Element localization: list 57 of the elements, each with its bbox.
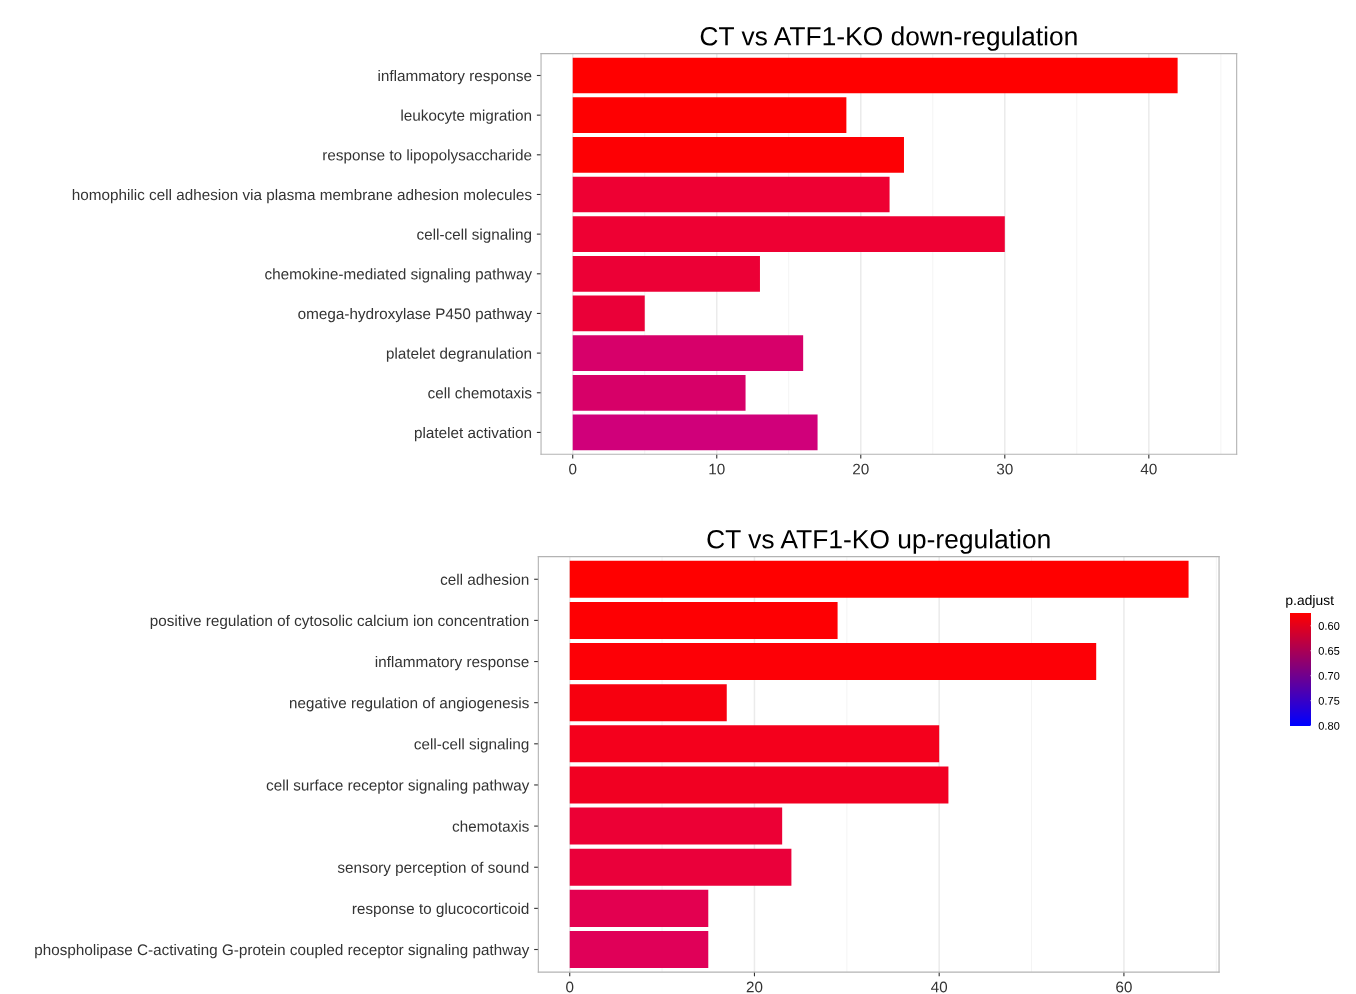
y-tick-label: leukocyte migration [401, 109, 532, 124]
bar [569, 889, 709, 927]
bar [569, 807, 783, 845]
color-bar-label: 0.75 [1318, 696, 1340, 705]
y-tick-label: inflammatory response [375, 656, 529, 671]
y-tick-label: response to lipopolysaccharide [323, 149, 532, 164]
bar [572, 57, 1178, 94]
y-tick-label: cell-cell signaling [417, 228, 532, 243]
bar [572, 374, 746, 411]
x-tick-label: 20 [853, 463, 869, 475]
color-bar-label: 0.80 [1318, 721, 1340, 730]
x-tick-label: 60 [1116, 981, 1132, 993]
y-tick-label: sensory perception of sound [337, 861, 529, 876]
bar [572, 335, 804, 371]
color-bar-label: 0.60 [1318, 622, 1340, 630]
y-tick-label: cell chemotaxis [428, 387, 532, 399]
y-tick-label: cell surface receptor signaling pathway [266, 779, 530, 794]
x-tick-label: 0 [569, 463, 577, 475]
y-tick-label: platelet activation [414, 426, 532, 442]
chart-title: CT vs ATF1-KO up-regulation [707, 529, 1050, 554]
x-tick-label: 30 [996, 463, 1013, 475]
x-tick-label: 40 [1140, 463, 1157, 475]
bar [569, 601, 838, 639]
bar [572, 295, 645, 332]
y-tick-label: cell adhesion [440, 573, 529, 585]
bar [572, 414, 818, 451]
y-tick-label: inflammatory response [378, 69, 532, 85]
y-tick-label: cell-cell signaling [414, 738, 529, 753]
x-tick-label: 40 [931, 981, 948, 993]
bar [572, 136, 904, 173]
bar [572, 176, 890, 213]
bar [572, 255, 760, 292]
bar [569, 766, 949, 804]
color-bar-label: 0.65 [1318, 647, 1340, 655]
chart-title: CT vs ATF1-KO down-regulation [700, 26, 1077, 51]
bar [569, 684, 727, 722]
x-tick-label: 0 [566, 981, 574, 993]
y-tick-label: chemokine-mediated signaling pathway [265, 268, 533, 283]
color-bar-label: 0.70 [1318, 671, 1340, 680]
y-tick-label: platelet degranulation [386, 347, 532, 362]
bar [569, 930, 709, 969]
bar [572, 216, 1005, 252]
bar [569, 848, 792, 886]
y-tick-label: omega-hydroxylase P450 pathway [298, 307, 532, 323]
bar [572, 97, 847, 133]
x-tick-label: 10 [709, 463, 725, 475]
y-tick-label: chemotaxis [452, 820, 529, 832]
x-tick-label: 20 [746, 981, 763, 993]
y-tick-label: homophilic cell adhesion via plasma membrane adhesion molecules [72, 188, 532, 204]
y-tick-label: phospholipase C-activating G-protein coupled receptor signaling pathway [35, 943, 530, 959]
bar [569, 725, 940, 763]
y-tick-label: positive regulation of cytosolic calcium ion concentration [150, 614, 529, 630]
y-tick-label: response to glucocorticoid [352, 902, 529, 918]
bar [569, 643, 1097, 681]
color-bar-title: p.adjust [1286, 594, 1334, 608]
y-tick-label: negative regulation of angiogenesis [289, 697, 529, 712]
bar [569, 560, 1189, 598]
